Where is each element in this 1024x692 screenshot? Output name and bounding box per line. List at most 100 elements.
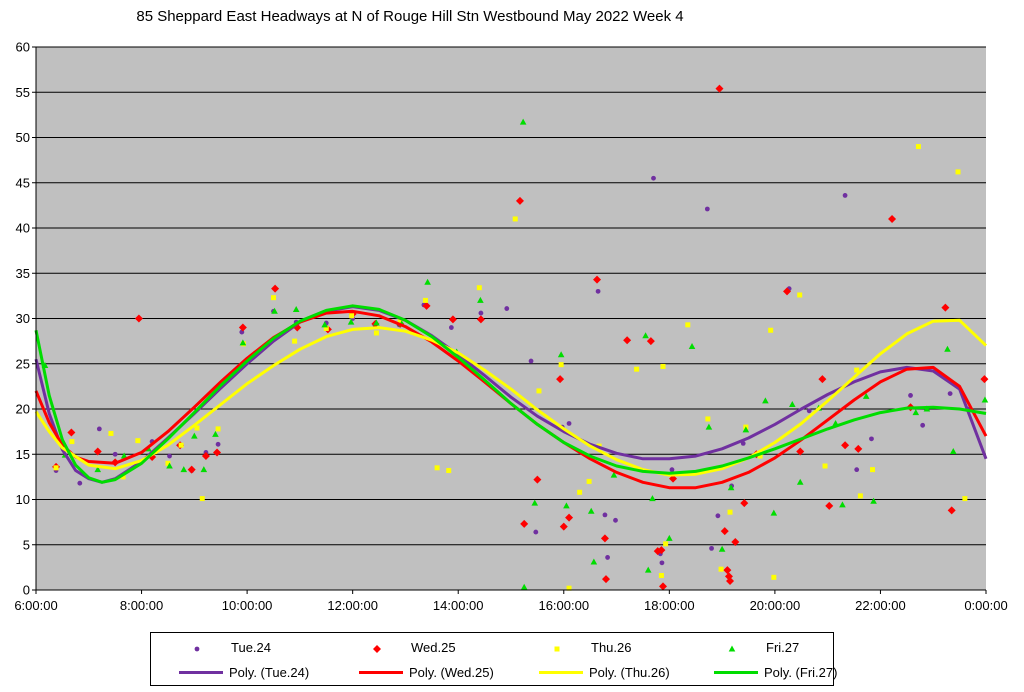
data-point-thu-26 (718, 566, 724, 572)
legend-label: Poly. (Tue.24) (229, 664, 310, 680)
data-point-fri-27 (94, 466, 102, 473)
data-point-tue-24 (842, 193, 848, 198)
x-tick-label: 12:00:00 (327, 598, 378, 613)
legend-marker (716, 642, 762, 652)
data-point-fri-27 (770, 509, 778, 516)
legend-marker (541, 642, 587, 652)
data-point-thu-26 (955, 169, 961, 175)
x-tick-label: 8:00:00 (120, 598, 163, 613)
data-point-tue-24 (605, 555, 610, 560)
legend-item: Wed.25 (361, 636, 456, 658)
data-point-wed-25 (723, 566, 732, 575)
legend-label: Wed.25 (411, 639, 456, 655)
data-point-wed-25 (720, 527, 729, 536)
data-point-thu-26 (857, 493, 863, 499)
y-axis-ticks: 0 5 10 15 20 25 30 35 40 45 50 55 60 (16, 40, 36, 598)
data-point-thu-26 (423, 297, 428, 303)
data-point-wed-25 (657, 546, 666, 555)
data-point-thu-26 (915, 144, 921, 150)
data-point-tue-24 (566, 421, 572, 426)
scatter-points (41, 84, 989, 591)
legend-item: Thu.26 (541, 636, 631, 658)
y-tick-label: 50 (16, 130, 30, 145)
data-point-thu-26 (705, 416, 711, 422)
data-point-tue-24 (947, 391, 953, 397)
data-point-fri-27 (520, 583, 528, 590)
data-point-thu-26 (476, 285, 482, 291)
x-tick-label: 22:00:00 (855, 598, 906, 613)
data-point-fri-27 (705, 423, 713, 430)
legend-item: Poly. (Fri.27) (714, 661, 837, 683)
data-point-tue-24 (528, 358, 534, 364)
data-point-tue-24 (77, 480, 83, 486)
legend-label: Tue.24 (231, 639, 271, 655)
data-point-fri-27 (642, 332, 649, 339)
legend-marker (181, 642, 227, 652)
y-tick-label: 35 (16, 266, 30, 281)
data-point-wed-25 (448, 315, 457, 324)
y-tick-label: 25 (16, 356, 30, 371)
data-point-wed-25 (93, 447, 102, 456)
data-point-tue-24 (908, 393, 913, 398)
data-point-wed-25 (213, 448, 222, 457)
data-point-tue-24 (715, 513, 721, 519)
x-tick-label: 10:00:00 (222, 598, 273, 613)
data-point-wed-25 (646, 337, 655, 346)
data-point-fri-27 (610, 471, 618, 478)
data-point-tue-24 (869, 436, 874, 442)
data-point-thu-26 (271, 295, 276, 301)
legend: Tue.24 Wed.25 Thu.26 Fri.27 Poly. (Tue.24) Po… (150, 632, 837, 686)
data-point-thu-26 (536, 388, 542, 394)
data-point-fri-27 (519, 118, 527, 125)
data-point-fri-27 (563, 502, 570, 509)
data-point-thu-26 (512, 216, 518, 222)
y-tick-label: 20 (16, 402, 30, 417)
data-point-fri-27 (271, 307, 278, 314)
data-point-fri-27 (649, 495, 656, 502)
data-point-fri-27 (762, 397, 769, 404)
legend-item: Tue.24 (181, 636, 271, 658)
data-point-thu-26 (178, 442, 184, 448)
data-point-thu-26 (120, 474, 126, 480)
y-tick-label: 10 (16, 492, 30, 507)
data-point-wed-25 (669, 474, 678, 483)
data-point-thu-26 (373, 330, 379, 336)
data-point-wed-25 (888, 214, 897, 223)
data-point-fri-27 (688, 343, 696, 350)
data-point-fri-27 (321, 321, 328, 328)
x-tick-label: 0:00:00 (964, 598, 1007, 613)
x-tick-label: 6:00:00 (14, 598, 57, 613)
legend-marker (361, 642, 407, 653)
data-point-wed-25 (556, 375, 565, 384)
data-point-fri-27 (166, 462, 173, 469)
data-point-fri-27 (180, 466, 188, 473)
data-point-thu-26 (870, 467, 876, 473)
data-point-tue-24 (167, 453, 172, 459)
trendline-poly-thu-26 (34, 318, 988, 477)
data-point-tue-24 (704, 206, 710, 212)
data-point-wed-25 (67, 428, 76, 437)
data-point-thu-26 (663, 541, 669, 547)
data-point-thu-26 (135, 438, 141, 444)
data-point-tue-24 (613, 517, 618, 523)
data-point-wed-25 (947, 506, 956, 515)
data-point-fri-27 (292, 305, 300, 312)
data-point-fri-27 (120, 452, 128, 459)
x-tick-label: 18:00:00 (644, 598, 695, 613)
data-point-wed-25 (422, 301, 431, 310)
data-point-wed-25 (731, 538, 740, 547)
data-point-fri-27 (239, 339, 247, 346)
data-point-thu-26 (165, 460, 171, 466)
data-point-fri-27 (531, 499, 539, 506)
data-point-fri-27 (666, 534, 673, 541)
x-tick-label: 20:00:00 (750, 598, 801, 613)
legend-item: Fri.27 (716, 636, 799, 658)
data-point-fri-27 (862, 392, 870, 399)
data-point-wed-25 (600, 534, 609, 543)
y-tick-label: 45 (16, 175, 30, 190)
data-point-wed-25 (796, 447, 805, 456)
data-point-fri-27 (949, 448, 957, 455)
data-point-wed-25 (533, 475, 542, 484)
data-point-thu-26 (962, 496, 968, 502)
